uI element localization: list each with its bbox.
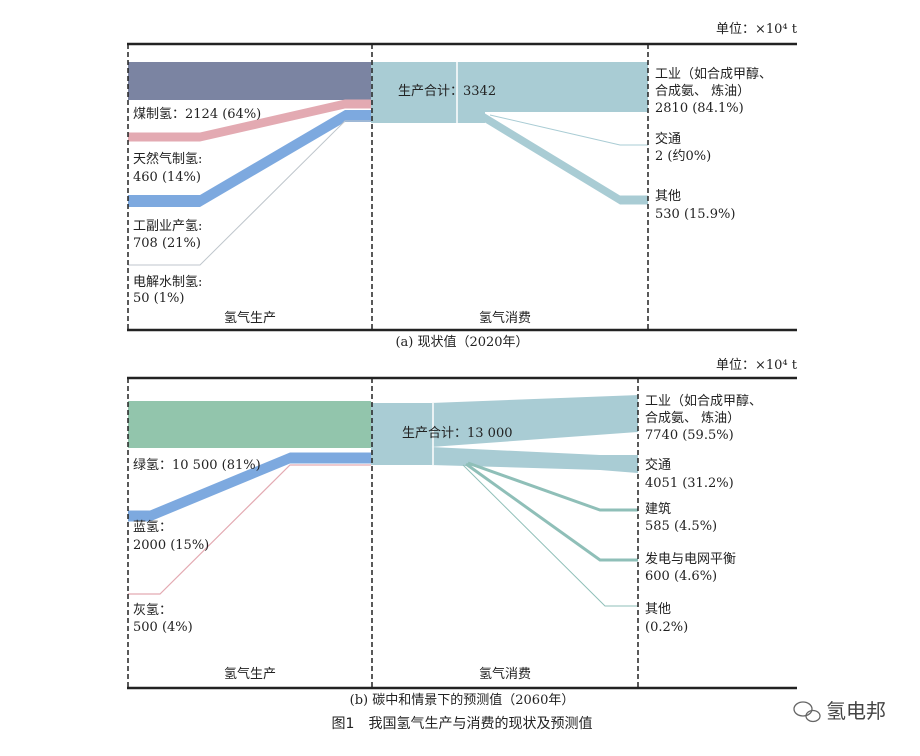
use-label: 交通: [645, 457, 671, 473]
source-value: 460 (14%): [133, 170, 201, 185]
flow-electrolysis: [128, 120, 371, 266]
watermark: 氢电邦: [793, 699, 886, 723]
use-label: 发电与电网平衡: [645, 551, 736, 567]
source-value: 2000 (15%): [133, 538, 209, 553]
source-value: 500 (4%): [133, 620, 193, 635]
consumption-header: 氢气消费: [479, 666, 531, 682]
use-label: 合成氨、 炼油）: [645, 411, 740, 426]
source-label: 蓝氢：: [133, 520, 172, 535]
figure-title: 图1 我国氢气生产与消费的现状及预测值: [332, 716, 593, 732]
flow-other-b: [462, 464, 638, 607]
flows: [128, 62, 648, 607]
flow-transport-b: [431, 447, 638, 473]
flow-industry-a-base: [455, 112, 485, 123]
use-value: 530 (15.9%): [655, 207, 735, 222]
use-label: 工业（如合成甲醇、: [655, 66, 772, 82]
use-value: (0.2%): [645, 620, 688, 635]
source-label: 绿氢：10 500 (81%): [133, 458, 261, 473]
source-label: 煤制氢：2124 (64%): [133, 107, 261, 122]
unit-label-a: 单位：×10⁴ t: [716, 22, 798, 37]
total-label: 生产合计：13 000: [402, 426, 513, 441]
use-label: 合成氨、 炼油）: [655, 84, 750, 99]
watermark-text: 氢电邦: [826, 699, 886, 723]
unit-label-b: 单位：×10⁴ t: [716, 358, 798, 373]
production-header: 氢气生产: [224, 666, 276, 682]
source-label: 工副业产氢:: [133, 219, 202, 234]
use-label: 工业（如合成甲醇、: [645, 393, 762, 409]
use-label: 其他: [655, 189, 681, 204]
flow-blue: [128, 452, 371, 522]
use-value: 4051 (31.2%): [645, 476, 734, 491]
use-value: 2 (约0%): [655, 149, 711, 164]
source-value: 50 (1%): [133, 291, 184, 306]
flow-power: [465, 462, 638, 562]
flow-coal: [128, 62, 371, 100]
source-label: 灰氢：: [133, 603, 172, 618]
flow-building: [467, 461, 638, 512]
consumption-total-a: [371, 62, 455, 123]
source-label: 电解水制氢:: [133, 275, 202, 290]
wechat-icon: [793, 701, 821, 723]
caption-a: (a) 现状值（2020年）: [395, 334, 528, 350]
use-value: 585 (4.5%): [645, 519, 717, 534]
use-value: 600 (4.6%): [645, 569, 717, 584]
flow-other-a: [485, 113, 648, 205]
consumption-total-b: [371, 403, 431, 465]
consumption-header: 氢气消费: [479, 310, 531, 326]
panel-b: 单位：×10⁴ t 绿氢：10 500 (81%) 蓝氢： 2000 (15%)…: [127, 358, 798, 708]
flow-transport-a: [489, 114, 648, 146]
flow-green: [128, 401, 371, 448]
flow-industry-b: [431, 395, 638, 447]
flow-byproduct: [128, 110, 371, 207]
total-label: 生产合计：3342: [398, 84, 496, 99]
panel-a: 单位：×10⁴ t 煤制氢：2124 (64%) 天然气制氢: 460 (14%…: [127, 22, 798, 350]
source-value: 708 (21%): [133, 236, 201, 251]
source-label: 天然气制氢:: [133, 151, 202, 167]
use-label: 建筑: [645, 501, 671, 517]
use-value: 2810 (84.1%): [655, 101, 744, 116]
use-label: 其他: [645, 602, 671, 617]
flow-industry-a: [455, 62, 648, 112]
use-label: 交通: [655, 131, 681, 147]
caption-b: (b) 碳中和情景下的预测值（2060年）: [350, 692, 575, 708]
use-value: 7740 (59.5%): [645, 428, 734, 443]
flow-grey: [128, 464, 371, 595]
flow-natural-gas: [128, 99, 371, 142]
production-header: 氢气生产: [224, 310, 276, 326]
